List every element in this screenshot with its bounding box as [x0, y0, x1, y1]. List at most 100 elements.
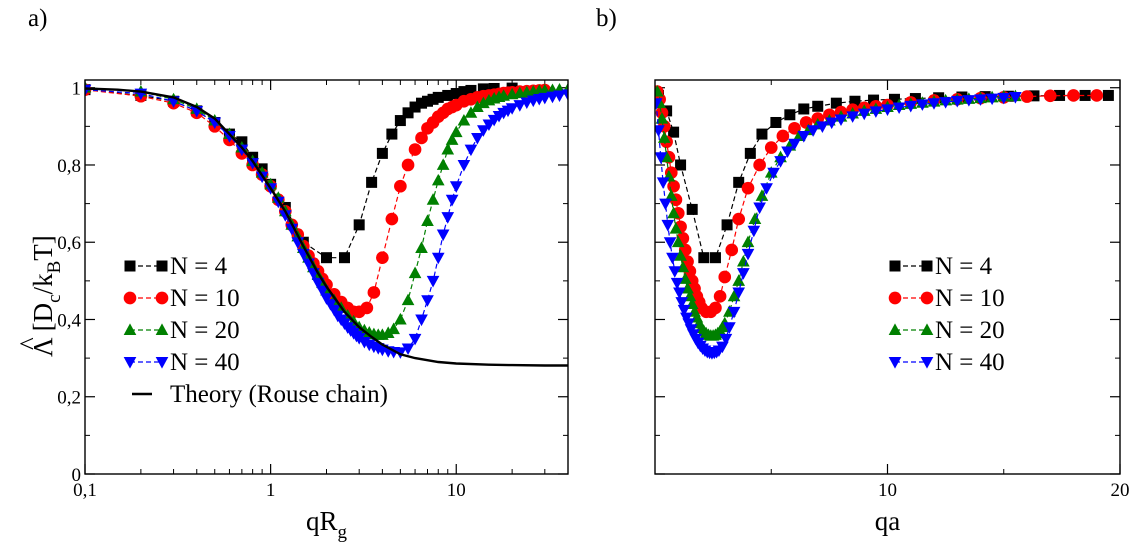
data-point [553, 90, 566, 103]
data-point [449, 181, 463, 193]
data-point [436, 158, 450, 170]
data-point [927, 98, 941, 110]
data-point [311, 277, 325, 290]
data-point [655, 98, 663, 110]
data-point [671, 235, 685, 248]
data-point [732, 287, 746, 300]
data-point [834, 114, 848, 126]
data-point [663, 237, 677, 249]
data-point [408, 266, 422, 279]
data-point [360, 301, 374, 315]
data-point [857, 108, 871, 121]
legend-label: Theory (Rouse chain) [170, 381, 388, 408]
data-point [721, 219, 733, 231]
data-point [436, 229, 450, 242]
series-line-n4 [85, 87, 513, 259]
data-point [426, 193, 440, 205]
data-point [431, 252, 445, 265]
y-tick-label: 0,8 [57, 156, 81, 177]
data-point [709, 252, 721, 264]
data-point [421, 95, 433, 107]
data-point [675, 159, 687, 171]
data-point [278, 210, 292, 222]
data-point [797, 131, 811, 143]
x-axis-label: qa [875, 506, 901, 536]
data-point [321, 252, 332, 264]
data-point [464, 144, 478, 157]
legend-marker [123, 291, 137, 305]
data-point [667, 206, 680, 219]
data-point [561, 89, 568, 101]
data-point [235, 144, 249, 157]
data-point [678, 272, 692, 284]
data-point [713, 289, 727, 303]
data-point [747, 225, 761, 238]
y-tick-label: 1 [72, 79, 82, 100]
legend-label: N = 10 [170, 285, 240, 312]
legend-marker [889, 260, 901, 272]
x-tick-label: 1 [266, 480, 276, 501]
data-point [366, 176, 378, 188]
data-point [408, 143, 422, 156]
data-point [670, 277, 684, 290]
data-point [394, 115, 406, 127]
data-point [732, 274, 746, 286]
data-point [737, 254, 750, 267]
data-point [415, 241, 428, 253]
data-point [421, 295, 434, 307]
data-point [655, 84, 664, 97]
data-point [471, 132, 484, 145]
data-point [464, 106, 478, 118]
data-point [727, 306, 741, 319]
data-point [655, 112, 669, 124]
data-point [415, 131, 428, 145]
data-point [985, 93, 999, 106]
data-point [394, 312, 407, 325]
data-point [756, 128, 768, 140]
data-point [394, 179, 407, 193]
data-point [538, 92, 552, 105]
data-point [513, 100, 527, 112]
data-point [830, 97, 842, 109]
data-point [660, 150, 673, 163]
data-point [788, 138, 801, 151]
data-point [1067, 89, 1080, 102]
data-point [718, 270, 732, 284]
legend-label: N = 20 [935, 317, 1005, 344]
series-group [85, 81, 568, 367]
data-point [421, 214, 434, 226]
legend-marker [888, 323, 902, 335]
legend-marker [123, 323, 137, 335]
data-point [753, 158, 766, 172]
data-point [376, 251, 389, 265]
data-point [386, 128, 398, 140]
data-point [806, 125, 820, 137]
data-point [681, 281, 694, 294]
data-point [441, 212, 455, 224]
data-point [741, 248, 755, 261]
data-point [655, 152, 668, 164]
data-point [1043, 89, 1057, 103]
data-point [449, 125, 463, 138]
data-point [674, 249, 687, 261]
data-point [320, 293, 333, 305]
data-point [916, 99, 929, 111]
data-point [825, 117, 839, 130]
data-point [753, 202, 766, 215]
data-point [939, 97, 952, 109]
data-point [686, 203, 698, 215]
data-point [477, 125, 490, 137]
data-point [733, 176, 745, 188]
legend-marker [921, 260, 933, 272]
data-point [741, 235, 755, 248]
data-point [767, 167, 780, 180]
data-point [285, 223, 299, 236]
data-point [812, 100, 824, 112]
data-point [324, 299, 337, 311]
y-tick-label: 0,6 [57, 233, 81, 254]
legend-label: N = 40 [170, 349, 240, 376]
data-point [659, 198, 672, 211]
data-point [798, 103, 810, 115]
data-point [682, 318, 696, 330]
data-point [846, 111, 859, 123]
